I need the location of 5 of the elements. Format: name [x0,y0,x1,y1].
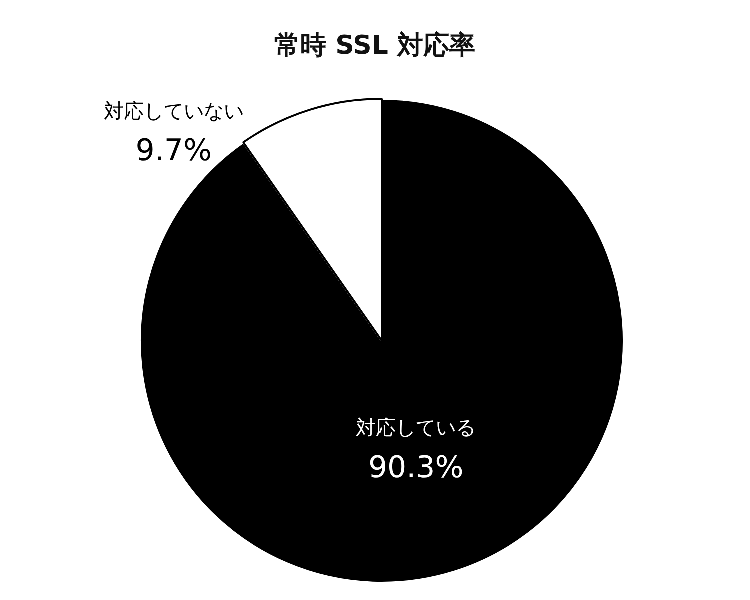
chart-title: 常時 SSL 対応率 [274,30,476,63]
data-label: 9.7% [136,134,212,169]
data-label: 90.3% [368,450,464,486]
slice-label: 対応している [356,416,476,440]
slice-label: 対応していない [104,99,244,124]
